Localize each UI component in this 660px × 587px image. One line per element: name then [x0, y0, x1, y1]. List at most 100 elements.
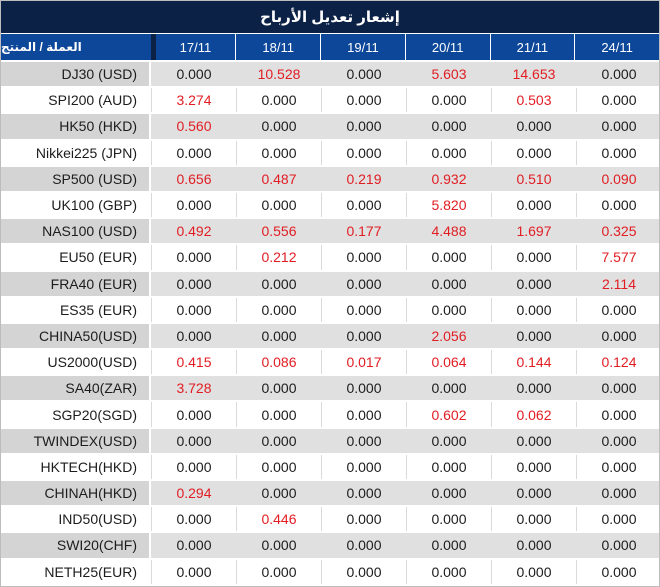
value-cell: 0.000 [576, 402, 659, 427]
value-cell: 0.000 [491, 376, 576, 401]
row-label-cell: SWI20(CHF) [1, 533, 151, 558]
value-cell: 0.090 [576, 166, 659, 191]
row-label-cell: CHINA50(USD) [1, 323, 151, 349]
value-cell: 0.000 [491, 507, 576, 532]
date-header-cell: 17/11 [150, 34, 236, 60]
value-cell: 0.000 [151, 271, 236, 296]
value-cell: 0.000 [491, 271, 576, 296]
row-label-cell: HK50 (HKD) [1, 114, 151, 139]
value-cell: 0.000 [151, 559, 236, 584]
value-cell: 0.000 [321, 481, 406, 506]
table-row: SA40(ZAR) 3.728 0.000 0.000 0.000 0.000 0.000 [1, 376, 659, 403]
value-cell: 0.124 [576, 350, 659, 375]
row-label-cell: NAS100 (USD) [1, 219, 151, 244]
value-cell: 0.219 [321, 166, 406, 191]
date-header-cell: 21/11 [489, 34, 575, 60]
value-cell: 0.560 [151, 114, 236, 139]
value-cell: 0.492 [151, 219, 236, 244]
value-cell: 3.728 [151, 376, 236, 401]
row-label-cell: SP500 (USD) [1, 166, 151, 191]
value-cell: 0.000 [321, 376, 406, 401]
value-cell: 3.274 [151, 88, 236, 113]
value-cell: 0.000 [576, 559, 659, 584]
row-label-cell: EU50 (EUR) [1, 245, 151, 270]
value-cell: 0.000 [576, 114, 659, 139]
value-cell: 0.503 [491, 88, 576, 113]
row-label-cell: TWINDEX(USD) [1, 428, 151, 453]
value-cell: 0.000 [491, 114, 576, 139]
table-row: HKTECH(HKD) 0.000 0.000 0.000 0.000 0.000 0.00… [1, 454, 659, 481]
value-cell: 0.294 [151, 481, 236, 506]
table-row: CHINAH(HKD) 0.294 0.000 0.000 0.000 0.000 0.00… [1, 481, 659, 508]
table-row: NETH25(EUR) 0.000 0.000 0.000 0.000 0.000 0.00… [1, 559, 659, 586]
value-cell: 0.000 [321, 192, 406, 218]
row-label-cell: SGP20(SGD) [1, 402, 151, 427]
value-cell: 0.086 [236, 350, 321, 375]
table-row: CHINA50(USD) 0.000 0.000 0.000 2.056 0.000 0.0… [1, 323, 659, 351]
value-cell: 0.000 [576, 533, 659, 558]
value-cell: 0.000 [236, 559, 321, 584]
value-cell: 0.000 [236, 481, 321, 506]
value-cell: 2.114 [576, 271, 659, 296]
row-label-cell: HKTECH(HKD) [1, 454, 151, 479]
value-cell: 0.000 [236, 376, 321, 401]
value-cell: 2.056 [406, 323, 491, 349]
value-cell: 4.488 [406, 219, 491, 244]
value-cell: 0.000 [406, 481, 491, 506]
value-cell: 0.000 [406, 271, 491, 296]
value-cell: 0.000 [236, 428, 321, 453]
value-cell: 0.000 [576, 140, 659, 165]
row-label-cell: UK100 (GBP) [1, 192, 151, 218]
value-cell: 0.000 [236, 271, 321, 296]
table-row: Nikkei225 (JPN) 0.000 0.000 0.000 0.000 0.000… [1, 140, 659, 167]
value-cell: 0.000 [406, 454, 491, 479]
table-row: NAS100 (USD) 0.492 0.556 0.177 4.488 1.697 0.3… [1, 219, 659, 246]
row-label-cell: FRA40 (EUR) [1, 271, 151, 296]
table-row: EU50 (EUR) 0.000 0.212 0.000 0.000 0.000 7.577 [1, 245, 659, 272]
value-cell: 0.000 [321, 533, 406, 558]
table-row: HK50 (HKD) 0.560 0.000 0.000 0.000 0.000 0.000 [1, 114, 659, 141]
value-cell: 0.000 [491, 245, 576, 270]
table-row: SWI20(CHF) 0.000 0.000 0.000 0.000 0.000 0.000 [1, 533, 659, 560]
value-cell: 0.510 [491, 166, 576, 191]
row-label-cell: IND50(USD) [1, 507, 151, 532]
value-cell: 0.000 [406, 114, 491, 139]
value-cell: 0.000 [576, 323, 659, 349]
table-body: DJ30 (USD) 0.000 10.528 0.000 5.603 14.653 0.0… [1, 62, 659, 586]
partial-row-data-cell [151, 585, 659, 586]
value-cell: 0.144 [491, 350, 576, 375]
value-cell: 0.000 [321, 323, 406, 349]
value-cell: 0.000 [151, 507, 236, 532]
value-cell: 1.697 [491, 219, 576, 244]
table-row: TWINDEX(USD) 0.000 0.000 0.000 0.000 0.000 0.0… [1, 428, 659, 455]
table-header-row: العملة / المنتج 17/11 18/11 19/11 20/11 21/1… [1, 34, 659, 62]
table-row: SGP20(SGD) 0.000 0.000 0.000 0.602 0.062 0.000 [1, 402, 659, 429]
value-cell: 0.064 [406, 350, 491, 375]
value-cell: 0.000 [406, 376, 491, 401]
value-cell: 0.000 [151, 533, 236, 558]
table-row: FRA40 (EUR) 0.000 0.000 0.000 0.000 0.000 2.11… [1, 271, 659, 298]
value-cell: 10.528 [236, 62, 321, 87]
partial-clipped-row [1, 585, 659, 586]
table-row: IND50(USD) 0.000 0.446 0.000 0.000 0.000 0.000 [1, 507, 659, 534]
table-row: UK100 (GBP) 0.000 0.000 0.000 5.820 0.000 0.00… [1, 192, 659, 220]
value-cell: 0.000 [576, 428, 659, 453]
value-cell: 0.000 [321, 271, 406, 296]
value-cell: 0.177 [321, 219, 406, 244]
value-cell: 0.017 [321, 350, 406, 375]
row-label-cell: NETH25(EUR) [1, 559, 151, 584]
table-row: SPI200 (AUD) 3.274 0.000 0.000 0.000 0.503 0.0… [1, 88, 659, 115]
value-cell: 0.000 [406, 533, 491, 558]
value-cell: 0.000 [491, 428, 576, 453]
value-cell: 0.000 [406, 245, 491, 270]
value-cell: 0.000 [321, 559, 406, 584]
value-cell: 0.000 [151, 192, 236, 218]
table-row: ES35 (EUR) 0.000 0.000 0.000 0.000 0.000 0.000 [1, 297, 659, 324]
value-cell: 0.000 [321, 114, 406, 139]
row-label-cell: CHINAH(HKD) [1, 481, 151, 506]
value-cell: 0.000 [491, 481, 576, 506]
value-cell: 0.000 [321, 297, 406, 322]
value-cell: 0.325 [576, 219, 659, 244]
value-cell: 0.000 [491, 454, 576, 479]
value-cell: 0.000 [491, 140, 576, 165]
